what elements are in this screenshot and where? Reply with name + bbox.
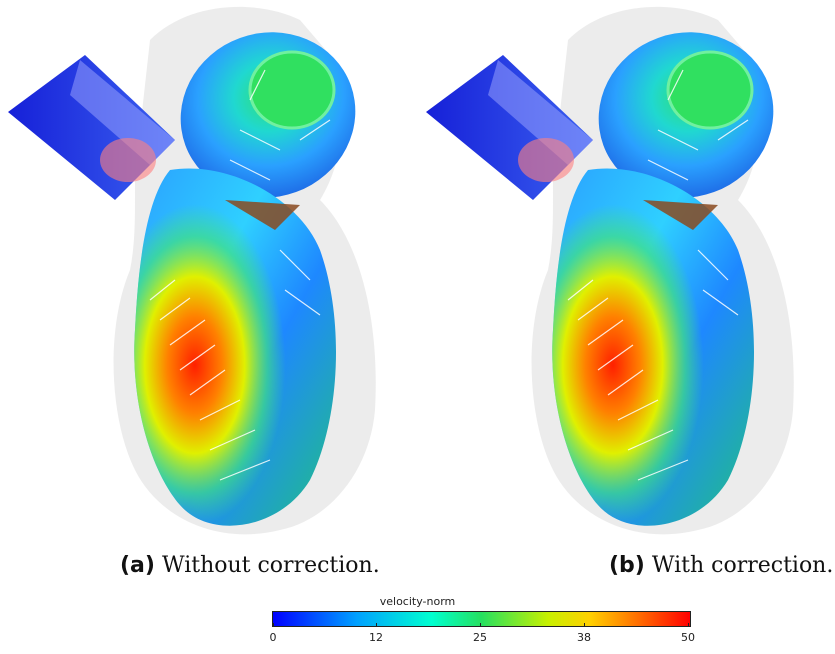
colorbar-tick (584, 623, 585, 627)
caption-b-label: (b) (609, 553, 645, 578)
colorbar-tick (273, 623, 274, 627)
caption-b-text: With correction. (651, 553, 834, 578)
colorbar-tick-label: 12 (369, 631, 383, 644)
caption-a-label: (a) (120, 553, 155, 578)
caption-b: (b) With correction. (609, 553, 833, 578)
colorbar-tick (688, 623, 689, 627)
colorbar-tick-label: 25 (473, 631, 487, 644)
colorbar-tick (376, 623, 377, 627)
caption-a: (a) Without correction. (120, 553, 380, 578)
colorbar-tick-label: 50 (681, 631, 695, 644)
caption-a-text: Without correction. (161, 553, 380, 578)
colorbar-title: velocity-norm (379, 595, 456, 608)
colorbar-tick-label: 38 (577, 631, 591, 644)
heart-render-without-correction (0, 0, 420, 545)
colorbar (272, 611, 691, 627)
colorbar-tick-label: 0 (269, 631, 277, 644)
colorbar-tick (480, 623, 481, 627)
heart-render-with-correction (418, 0, 835, 545)
